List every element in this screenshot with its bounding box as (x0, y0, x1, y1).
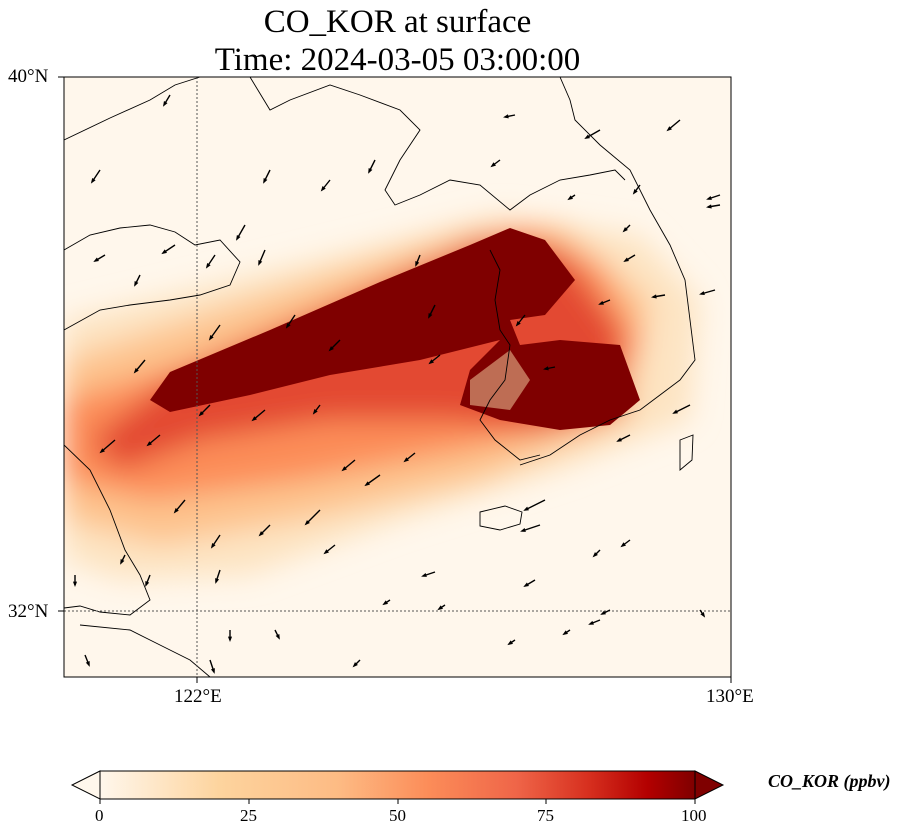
wind-arrow-head (598, 300, 604, 305)
lat-tick-32: 32°N (8, 601, 49, 622)
wind-arrow-head (258, 260, 263, 266)
wind-arrow-head (437, 605, 443, 611)
wind-arrow-head (415, 261, 420, 267)
wind-arrow-head (328, 346, 334, 352)
wind-arrow-head (600, 610, 606, 615)
colorbar (70, 770, 725, 804)
wind-arrow-head (341, 466, 347, 472)
lat-tick-40: 40°N (8, 66, 49, 87)
lon-tick-122: 122°E (174, 686, 222, 707)
map-frame (63, 76, 732, 678)
colorbar-tick-25: 25 (240, 806, 257, 825)
wind-arrow-head (263, 178, 268, 184)
wind-arrow-head (620, 542, 626, 548)
wind-arrow-head (382, 600, 388, 606)
wind-arrow-head (236, 235, 241, 241)
wind-arrow-head (162, 101, 168, 107)
wind-arrow-head (72, 581, 78, 587)
wind-arrow-head (352, 662, 358, 668)
wind-arrow-head (651, 294, 657, 299)
wind-arrow-head (632, 189, 638, 195)
wind-arrow-head (428, 359, 434, 365)
wind-arrow-head (666, 126, 672, 132)
wind-arrow-head (133, 368, 139, 374)
concentration-field (64, 77, 731, 677)
wind-arrow-head (562, 630, 568, 636)
wind-arrow-head (567, 195, 573, 201)
wind-arrow-head (205, 263, 211, 269)
wind-arrow-head (258, 531, 264, 537)
wind-arrow-head (275, 634, 280, 640)
wind-arrow-head (208, 335, 214, 341)
wind-arrow-head (588, 620, 594, 625)
wind-arrow-head (523, 582, 529, 588)
wind-arrow-head (161, 249, 167, 255)
wind-arrow-head (85, 661, 90, 667)
wind-arrow-head (210, 668, 215, 674)
wind-arrow-head (90, 178, 96, 184)
wind-arrow-head (520, 527, 526, 532)
wind-arrow-head (146, 441, 152, 447)
map-title-line1: CO_KOR at surface (263, 4, 532, 40)
wind-arrow-head (403, 457, 409, 463)
wind-arrow-head (99, 448, 105, 454)
wind-arrow-head (592, 552, 598, 558)
wind-arrow-head (699, 291, 705, 296)
map-title-line2: Time: 2024-03-05 03:00:00 (214, 42, 581, 78)
wind-arrow-head (507, 640, 513, 646)
colorbar-tick-75: 75 (537, 806, 554, 825)
wind-arrow-head (706, 195, 712, 200)
wind-arrow-head (251, 416, 257, 422)
wind-arrow-head (616, 437, 622, 442)
wind-arrow-head (364, 481, 370, 487)
wind-arrow-head (503, 114, 509, 119)
wind-arrow-head (285, 323, 291, 329)
wind-arrow-head (120, 559, 125, 565)
wind-vectors (72, 94, 721, 674)
wind-arrow-head (173, 508, 179, 514)
wind-arrow (524, 499, 546, 511)
wind-arrow-head (323, 549, 329, 555)
colorbar-label: CO_KOR (ppbv) (768, 771, 891, 791)
wind-arrow-head (543, 366, 549, 371)
wind-arrow-head (584, 134, 590, 139)
colorbar-tick-50: 50 (389, 806, 406, 825)
wind-arrow-head (700, 612, 706, 618)
wind-arrow-head (198, 411, 204, 417)
wind-arrow-head (227, 636, 233, 642)
colorbar-tick-100: 100 (681, 806, 707, 825)
wind-arrow-head (706, 204, 712, 209)
wind-arrow-head (145, 581, 150, 587)
wind-arrow-head (428, 313, 433, 319)
wind-arrow-head (210, 543, 216, 549)
colorbar-tick-0: 0 (95, 806, 104, 825)
wind-arrow-head (623, 257, 629, 263)
wind-arrow-head (320, 186, 326, 192)
wind-arrow-head (312, 409, 318, 415)
wind-arrow-head (622, 227, 628, 233)
wind-arrow-head (93, 257, 99, 263)
wind-arrow-head (672, 409, 678, 414)
wind-arrow-head (304, 520, 310, 526)
wind-arrow-head (523, 506, 529, 511)
wind-arrow-head (421, 572, 427, 577)
wind-arrow-head (215, 578, 220, 584)
wind-arrow-head (515, 321, 521, 327)
wind-arrow-head (134, 281, 139, 287)
wind-arrow-head (368, 168, 373, 174)
wind-arrow-head (490, 162, 496, 168)
lon-tick-130: 130°E (706, 686, 754, 707)
